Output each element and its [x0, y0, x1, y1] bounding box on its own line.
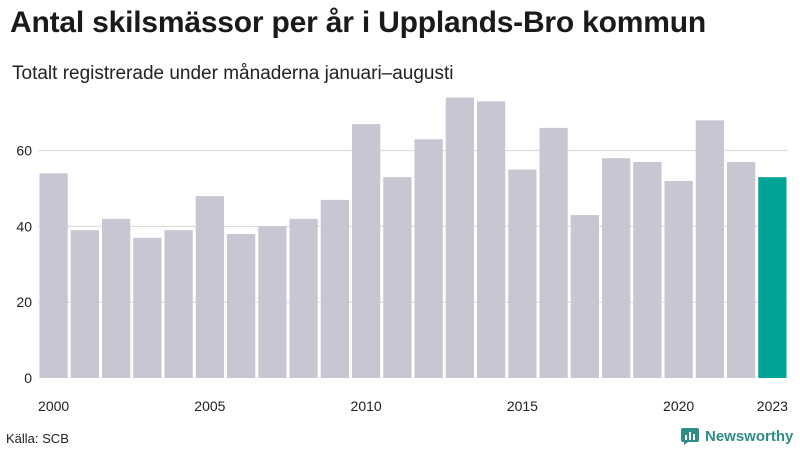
bar-2007 [258, 226, 287, 378]
x-axis-ticks: 2000 2005 2010 2015 2020 2023 [38, 398, 788, 414]
bar-2005 [195, 196, 224, 378]
x-tick-label: 2005 [194, 398, 225, 414]
bar-2019 [633, 162, 662, 378]
x-tick-label: 2023 [757, 398, 788, 414]
bar-2004 [164, 230, 193, 378]
bar-2013 [445, 97, 474, 378]
x-tick-label: 2020 [663, 398, 694, 414]
bar-2018 [602, 158, 631, 378]
bar-2021 [695, 120, 724, 378]
bar-2010 [352, 124, 381, 379]
bar-2011 [383, 177, 412, 378]
brand-logo: Newsworthy [680, 426, 793, 446]
bar-2012 [414, 139, 443, 378]
source-note: Källa: SCB [6, 431, 69, 446]
bar-2009 [320, 199, 349, 378]
y-tick-label: 0 [24, 370, 32, 386]
bar-2015 [508, 169, 537, 378]
bar-2006 [227, 234, 256, 378]
gridlines [38, 150, 788, 303]
bar-2008 [289, 218, 318, 378]
bar-2017 [570, 215, 599, 378]
bars [39, 97, 787, 379]
bar-2014 [477, 101, 506, 379]
bar-2016 [539, 127, 568, 378]
y-tick-label: 40 [16, 218, 32, 234]
brand-name: Newsworthy [705, 427, 794, 445]
bar-2002 [102, 218, 131, 378]
y-axis-ticks: 0 20 40 60 [16, 143, 32, 386]
y-tick-label: 20 [16, 294, 32, 310]
chart-subtitle: Totalt registrerade under månaderna janu… [12, 63, 454, 84]
x-tick-label: 2015 [507, 398, 538, 414]
bar-2022 [727, 162, 756, 378]
newsworthy-logo-icon [681, 428, 699, 445]
bar-2020 [664, 180, 693, 378]
bar-2001 [70, 230, 99, 378]
bar-2003 [133, 237, 162, 378]
bar-2023 [758, 177, 787, 378]
x-tick-label: 2010 [351, 398, 382, 414]
y-tick-label: 60 [16, 143, 32, 159]
chart-title: Antal skilsmässor per år i Upplands-Bro … [10, 6, 706, 39]
bar-2000 [39, 173, 68, 378]
x-tick-label: 2000 [38, 398, 69, 414]
